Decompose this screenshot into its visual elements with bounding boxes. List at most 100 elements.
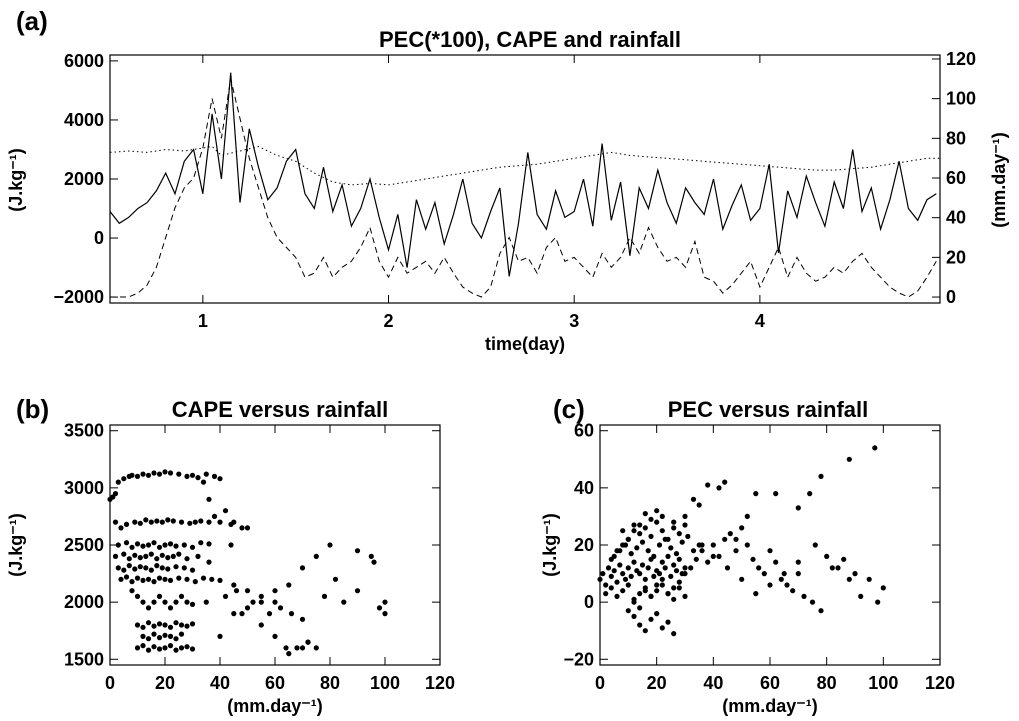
panel-c-title: PEC versus rainfall [668, 397, 869, 422]
data-point [642, 510, 648, 517]
data-point [258, 593, 264, 600]
x-tick-label: 40 [703, 673, 723, 693]
data-point [654, 582, 660, 588]
x-tick-label: 0 [105, 673, 115, 693]
data-point [222, 508, 229, 514]
data-point [156, 593, 163, 600]
data-point [250, 599, 256, 605]
x-tick-label: 3 [569, 311, 579, 331]
data-point [231, 582, 237, 588]
data-point [625, 582, 631, 588]
data-point [608, 556, 614, 562]
data-point [648, 593, 654, 600]
data-point [156, 471, 163, 477]
data-point [195, 553, 201, 560]
data-point [178, 622, 185, 628]
data-point [673, 551, 680, 557]
data-point [756, 565, 762, 571]
data-point [145, 576, 152, 582]
data-point [148, 567, 154, 573]
data-point [603, 591, 609, 597]
data-point [156, 635, 163, 641]
data-point [140, 543, 146, 549]
data-point [112, 553, 119, 560]
data-point [671, 596, 677, 602]
data-point [852, 571, 858, 577]
data-point [156, 544, 163, 550]
panel-b-xlabel: (mm.day⁻¹) [227, 696, 323, 716]
data-point [192, 579, 198, 585]
x-tick-label: 0 [595, 673, 605, 693]
y-tick-label: 60 [574, 421, 594, 441]
data-point [167, 470, 174, 476]
data-point [784, 582, 790, 588]
data-point [620, 542, 626, 548]
data-point [121, 476, 127, 482]
data-point [159, 565, 165, 571]
data-point [143, 565, 149, 571]
data-point [688, 565, 694, 571]
data-point [642, 576, 648, 582]
data-point [217, 519, 223, 525]
data-point [118, 576, 124, 582]
data-point [192, 519, 198, 525]
data-point [162, 542, 168, 548]
data-point [671, 525, 677, 531]
data-point [637, 571, 643, 577]
y-tick-label: −2000 [53, 287, 104, 307]
data-point [665, 591, 671, 597]
y-tick-label: 2000 [64, 592, 104, 612]
data-point [665, 619, 671, 625]
data-point [710, 542, 716, 548]
data-point [733, 536, 739, 542]
x-tick-label: 60 [760, 673, 780, 693]
data-point [739, 525, 745, 531]
data-point [134, 593, 141, 600]
x-tick-label: 2 [384, 311, 394, 331]
x-tick-label: 100 [370, 673, 400, 693]
data-point [112, 491, 119, 497]
data-point [659, 582, 665, 588]
data-point [651, 553, 657, 560]
data-point [795, 571, 801, 577]
data-point [622, 576, 629, 582]
data-point [162, 576, 168, 582]
data-point [145, 636, 152, 642]
data-point [165, 517, 171, 523]
data-point [195, 475, 201, 481]
data-point [231, 519, 237, 525]
data-point [165, 566, 171, 572]
data-point [217, 476, 223, 482]
data-point [637, 522, 643, 528]
data-point [286, 582, 292, 588]
data-point [665, 536, 671, 542]
data-point [170, 518, 176, 524]
data-point [211, 513, 218, 520]
data-point [134, 645, 141, 651]
data-point [118, 525, 124, 531]
data-point [376, 605, 383, 611]
data-point [228, 542, 234, 548]
data-point [170, 553, 176, 560]
panel-a-label: (a) [16, 6, 48, 36]
data-point [184, 599, 190, 605]
data-point [682, 522, 688, 528]
data-point [625, 608, 631, 614]
panel-a-xlabel: time(day) [485, 334, 565, 354]
data-point [156, 575, 163, 581]
data-point [648, 616, 654, 622]
data-point [140, 599, 146, 605]
data-point [332, 576, 339, 582]
data-point [671, 562, 677, 568]
data-point [665, 553, 671, 560]
y-right-tick-label: 0 [946, 287, 956, 307]
data-point [286, 651, 292, 657]
data-point [272, 599, 278, 605]
data-point [716, 553, 722, 560]
data-point [126, 556, 132, 562]
data-point [654, 519, 660, 525]
data-point [841, 556, 847, 562]
panel-a-title: PEC(*100), CAPE and rainfall [379, 27, 681, 52]
data-point [145, 620, 152, 626]
